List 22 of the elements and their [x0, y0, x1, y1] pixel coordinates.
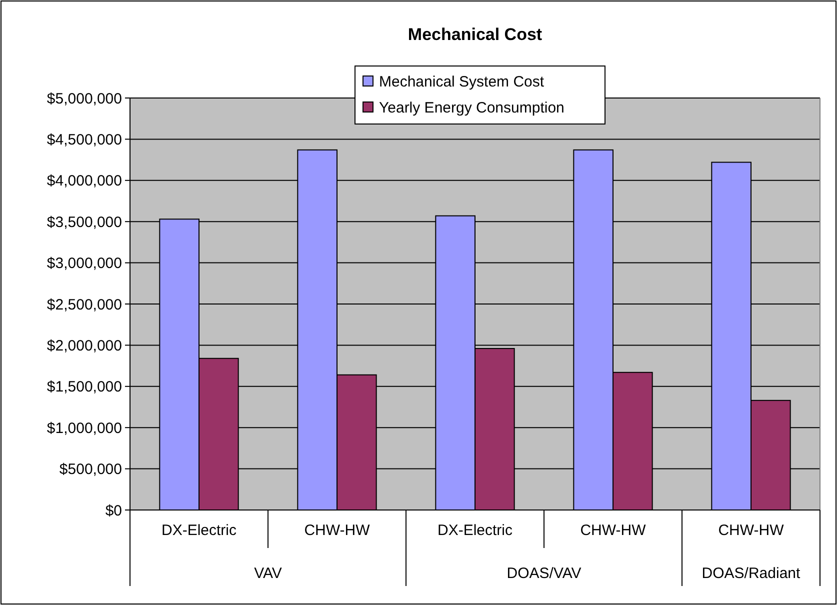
y-tick-label: $4,000,000 — [46, 172, 122, 190]
x-tick-label: CHW-HW — [304, 522, 371, 539]
y-tick-label: $1,000,000 — [46, 420, 122, 437]
legend-label: Mechanical System Cost — [379, 73, 545, 90]
y-tick-label: $2,000,000 — [46, 337, 122, 354]
x-tick-label: DX-Electric — [161, 522, 237, 539]
x-tick-label: CHW-HW — [580, 522, 647, 539]
y-tick-label: $3,000,000 — [46, 255, 122, 272]
y-tick-label: $500,000 — [59, 461, 122, 478]
text: VAV — [254, 565, 282, 582]
y-tick-label: $3,500,000 — [46, 214, 122, 231]
text: DOAS/VAV — [506, 565, 582, 582]
y-tick-label: $1,500,000 — [46, 378, 122, 396]
text: DOAS/Radiant — [702, 565, 802, 582]
y-tick-label: $4,500,000 — [46, 131, 122, 148]
legend-label: Yearly Energy Consumption — [379, 99, 564, 116]
y-tick-label: $2,500,000 — [46, 296, 122, 314]
x-tick-label: CHW-HW — [718, 522, 785, 539]
chart-title: Mechanical Cost — [408, 25, 542, 44]
x-tick-label: DX-Electric — [437, 522, 513, 539]
y-tick-label: $5,000,000 — [46, 90, 122, 108]
y-tick-label: $0 — [105, 502, 122, 520]
